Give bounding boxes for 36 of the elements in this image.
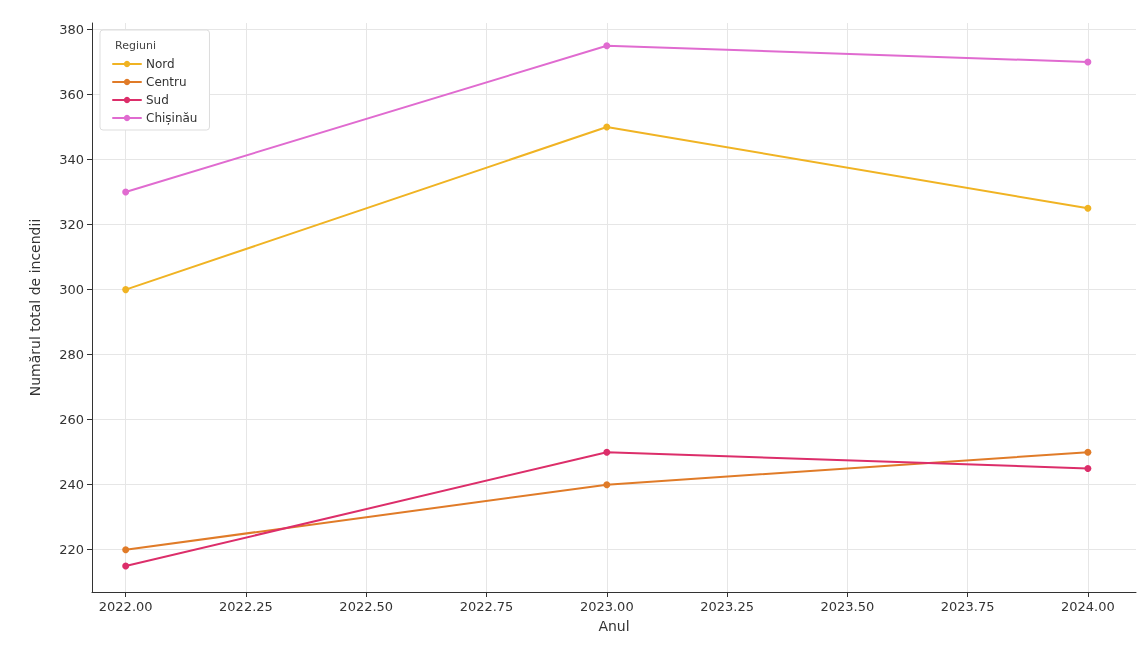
- point: [603, 448, 611, 456]
- y-tick-label: 280: [59, 347, 84, 363]
- y-axis-title: Numărul total de incendii: [27, 218, 43, 397]
- x-tick-label: 2023.50: [820, 599, 875, 614]
- y-tick-label: 300: [59, 282, 84, 298]
- x-tick-label: 2022.50: [339, 599, 394, 614]
- point: [603, 42, 611, 50]
- y-tick-label: 240: [59, 477, 84, 493]
- y-tick-label: 380: [59, 22, 84, 37]
- legend-label: Sud: [146, 93, 169, 107]
- legend-label: Chișinău: [146, 111, 198, 125]
- x-tick-label: 2023.25: [700, 599, 754, 614]
- legend-label: Nord: [146, 57, 175, 71]
- x-tick-label: 2022.25: [219, 599, 273, 614]
- y-tick-label: 360: [59, 87, 84, 103]
- x-tick-label: 2023.75: [940, 599, 995, 614]
- x-tick-label: 2023.00: [579, 599, 634, 614]
- point: [122, 546, 130, 554]
- legend-label: Centru: [146, 75, 187, 89]
- x-tick-label: 2024.00: [1061, 599, 1115, 614]
- y-tick-label: 320: [59, 217, 84, 233]
- x-axis-title: Anul: [598, 618, 630, 634]
- y-tick-label: 340: [59, 152, 84, 168]
- point: [603, 123, 611, 131]
- point: [1084, 464, 1092, 472]
- point: [1084, 204, 1092, 212]
- legend-title: Regiuni: [115, 39, 156, 52]
- point: [122, 562, 130, 570]
- point: [603, 481, 611, 489]
- point: [122, 188, 130, 196]
- point: [122, 286, 130, 294]
- y-tick-label: 220: [59, 542, 84, 558]
- y-tick-label: 260: [59, 412, 84, 428]
- x-tick-label: 2022.00: [98, 599, 153, 614]
- x-tick-label: 2022.75: [459, 599, 514, 614]
- point: [1084, 448, 1092, 456]
